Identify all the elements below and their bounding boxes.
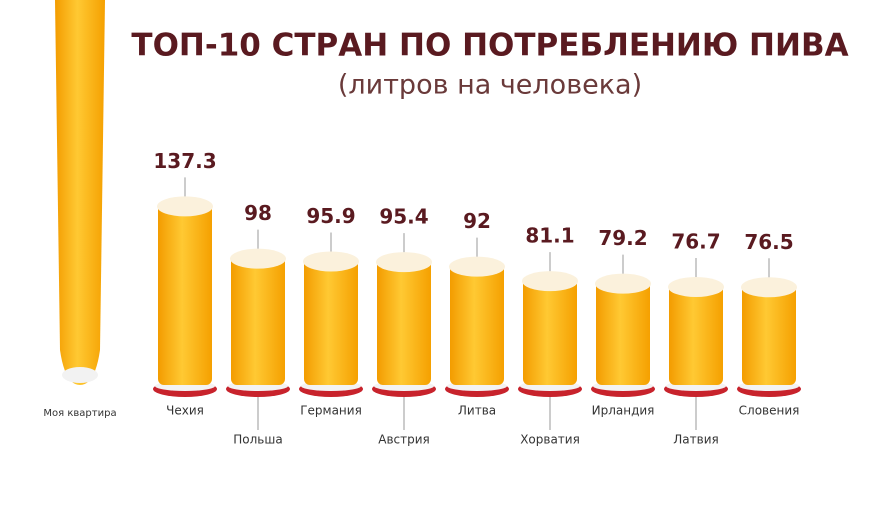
foam xyxy=(668,276,724,297)
foam xyxy=(741,277,797,298)
bar xyxy=(523,277,577,385)
foam xyxy=(157,196,213,217)
category-label: Латвия xyxy=(673,433,718,447)
bar xyxy=(231,254,285,385)
value-label: 92 xyxy=(463,209,491,233)
bar xyxy=(742,283,796,385)
annotation: Моя квартира xyxy=(43,408,116,419)
bar xyxy=(596,279,650,385)
bar xyxy=(158,202,212,385)
foam xyxy=(449,256,505,277)
category-label: Ирландия xyxy=(592,404,655,418)
value-label: 98 xyxy=(244,201,272,225)
value-label: 95.9 xyxy=(306,204,355,228)
chart-subtitle: (литров на человека) xyxy=(338,70,642,101)
value-label: 76.7 xyxy=(671,229,720,253)
bar xyxy=(669,282,723,385)
tall-glass xyxy=(55,0,105,385)
foam xyxy=(303,251,359,272)
value-label: 79.2 xyxy=(598,226,647,250)
bar xyxy=(304,257,358,385)
glass-foot xyxy=(62,367,98,383)
bar xyxy=(450,262,504,385)
foam xyxy=(376,252,432,273)
value-label: 81.1 xyxy=(525,224,574,248)
bar xyxy=(377,258,431,385)
value-label: 137.3 xyxy=(153,149,216,173)
chart-title: ТОП-10 СТРАН ПО ПОТРЕБЛЕНИЮ ПИВА xyxy=(131,28,848,64)
category-label: Австрия xyxy=(378,433,430,447)
category-label: Чехия xyxy=(166,404,204,418)
category-label: Германия xyxy=(300,404,362,418)
value-label: 95.4 xyxy=(379,205,428,229)
category-label: Словения xyxy=(739,404,800,418)
foam xyxy=(595,273,651,294)
category-label: Хорватия xyxy=(520,433,580,447)
category-label: Польша xyxy=(233,433,282,447)
value-label: 76.5 xyxy=(744,230,793,254)
foam xyxy=(230,248,286,269)
foam xyxy=(522,271,578,292)
category-label: Литва xyxy=(458,404,496,418)
